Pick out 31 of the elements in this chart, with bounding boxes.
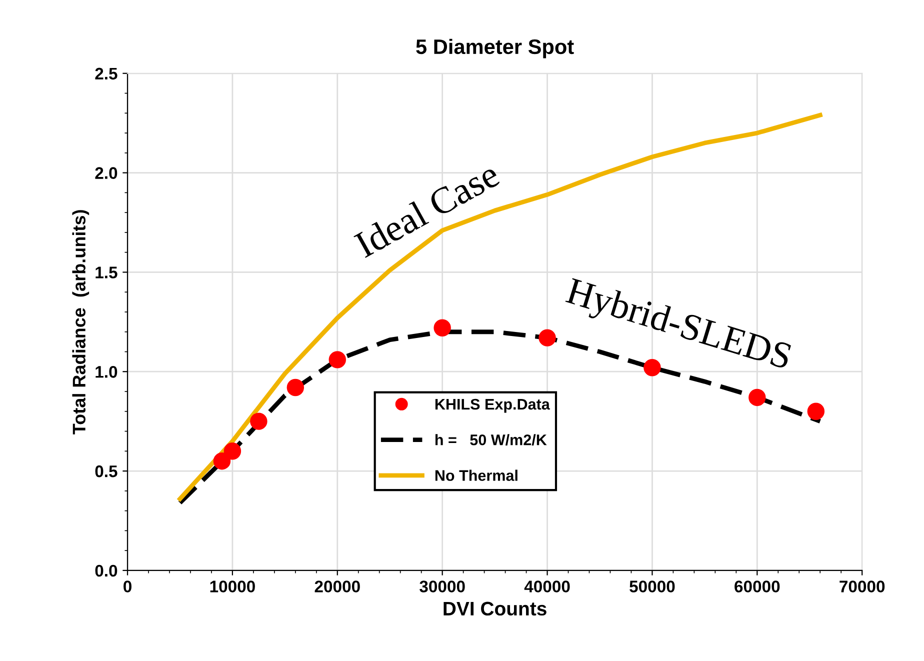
chart-title: 5 Diameter Spot xyxy=(416,38,574,58)
point xyxy=(213,452,231,470)
x-tick-label: 10000 xyxy=(210,580,255,592)
annotation: Ideal Case xyxy=(352,160,501,258)
y-axis-title: Total Radiance (arb.units) xyxy=(72,210,90,434)
y-tick-label: 2.5 xyxy=(95,68,118,80)
y-tick-label: 0.0 xyxy=(95,564,118,577)
x-tick-label: 30000 xyxy=(420,580,465,592)
point xyxy=(328,351,346,368)
y-tick-label: 2.0 xyxy=(95,167,118,179)
point xyxy=(807,402,825,420)
line-series xyxy=(178,112,822,502)
point xyxy=(250,412,268,430)
legend-label: No Thermal xyxy=(435,470,518,481)
x-tick-label: 50000 xyxy=(630,580,675,592)
x-tick-label: 20000 xyxy=(314,580,360,592)
x-tick-label: 70000 xyxy=(840,580,885,592)
x-tick-label: 0 xyxy=(124,580,132,592)
point xyxy=(224,442,242,460)
x-tick-label: 60000 xyxy=(734,580,780,592)
x-tick-label: 40000 xyxy=(524,580,570,592)
point xyxy=(538,329,556,346)
point xyxy=(286,378,304,396)
legend-label: h = 50 W/m2/K xyxy=(435,434,547,446)
y-tick-label: 1.0 xyxy=(96,366,118,378)
legend-label: KHILS Exp.Data xyxy=(435,398,550,413)
x-axis-title: DVI Counts xyxy=(444,602,546,616)
y-tick-label: 1.5 xyxy=(96,266,118,278)
point xyxy=(434,319,451,336)
point xyxy=(748,388,766,406)
y-tick-label: 0.5 xyxy=(95,465,118,478)
